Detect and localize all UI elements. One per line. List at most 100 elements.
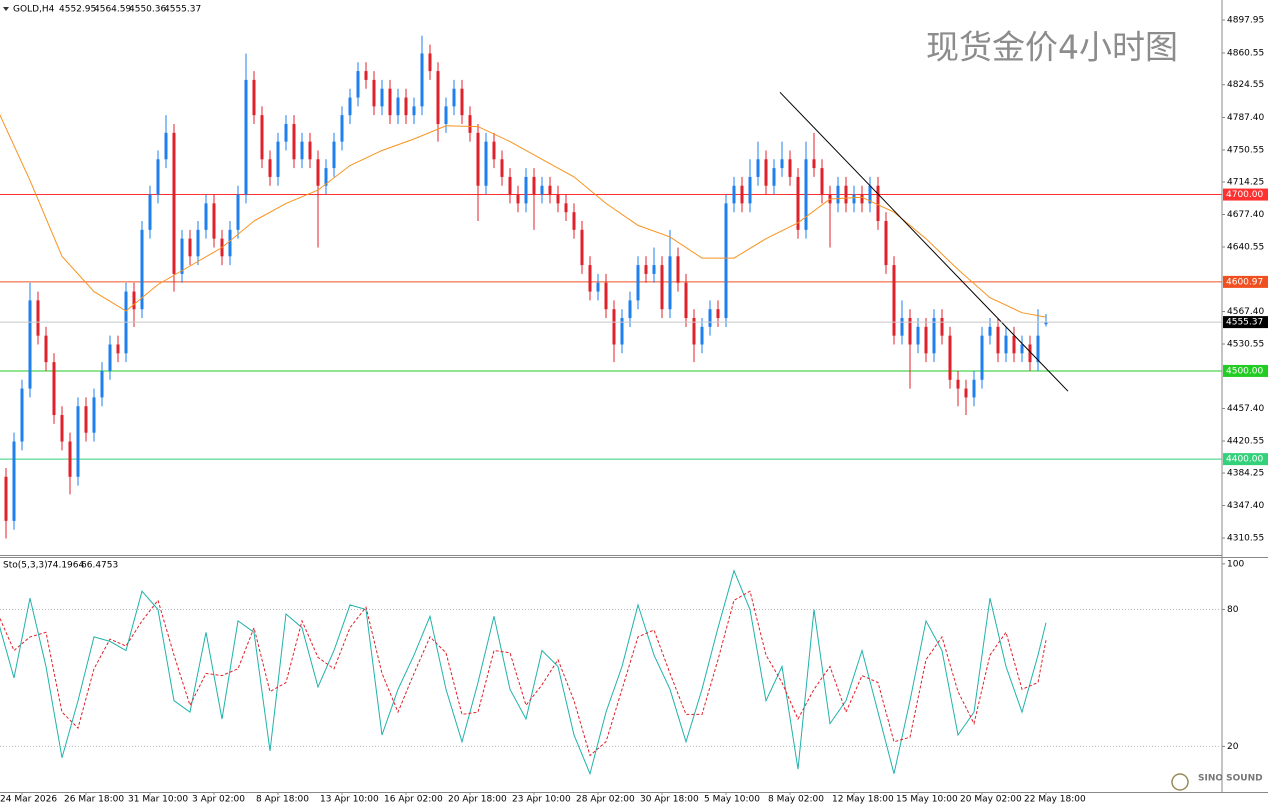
- candle-body: [1028, 344, 1032, 363]
- candle-body: [660, 265, 664, 310]
- candle-body: [524, 176, 528, 204]
- y-tick-label: 4677.40: [1227, 210, 1264, 220]
- main-line: [0, 569, 1047, 776]
- candle-body: [540, 185, 544, 195]
- candle-body: [572, 212, 576, 230]
- candle-body: [692, 318, 696, 345]
- candle-body: [900, 318, 904, 336]
- x-tick-label: 20 May 02:00: [960, 795, 1022, 805]
- candle-body: [180, 238, 184, 274]
- candle-body: [276, 141, 280, 177]
- x-tick-label: 22 May 18:00: [1024, 795, 1086, 805]
- candle-body: [316, 159, 320, 186]
- candle-body: [748, 176, 752, 204]
- candle-body: [788, 159, 792, 177]
- low-value: 4550.36: [129, 5, 166, 15]
- high-value: 4564.59: [94, 5, 131, 15]
- logo-text: SINO SOUND: [1198, 774, 1263, 784]
- candle-body: [484, 141, 488, 186]
- trend-line: [779, 91, 1069, 392]
- candle-body: [68, 441, 72, 477]
- candle-body: [780, 159, 784, 169]
- candle-body: [100, 370, 104, 398]
- level-label: 4400.00: [1226, 455, 1263, 465]
- candle-body: [348, 97, 352, 116]
- candle-body: [420, 53, 424, 107]
- candle-body: [668, 256, 672, 310]
- candle-body: [60, 415, 64, 442]
- candle-body: [404, 97, 408, 116]
- level-label-box: [1223, 453, 1268, 466]
- y-tick-label: 100: [1227, 559, 1244, 569]
- candle-body: [652, 265, 656, 274]
- y-tick-label: 80: [1227, 605, 1239, 615]
- candle-body: [796, 176, 800, 230]
- candle-body: [724, 203, 728, 319]
- y-tick-label: 4824.55: [1227, 80, 1264, 90]
- candle-body: [156, 159, 160, 195]
- x-tick-label: 16 Apr 02:00: [384, 795, 443, 805]
- y-tick-label: 4897.95: [1227, 15, 1264, 25]
- candle-body: [116, 344, 120, 354]
- candle-body: [548, 185, 552, 195]
- x-tick-label: 31 Mar 10:00: [128, 795, 188, 805]
- candle-body: [972, 379, 976, 398]
- header: GOLD,H4 4552.95 4564.59 4550.36 4555.37 …: [3, 5, 201, 571]
- candle-body: [844, 185, 848, 204]
- candle-body: [580, 229, 584, 266]
- candle-body: [732, 185, 736, 204]
- x-tick-label: 26 Mar 18:00: [64, 795, 124, 805]
- open-value: 4552.95: [59, 5, 96, 15]
- indicator-signal-value: 66.4753: [81, 561, 118, 571]
- candle-body: [932, 318, 936, 354]
- candle-body: [44, 335, 48, 363]
- candle-body: [740, 185, 744, 204]
- candle-body: [588, 265, 592, 292]
- y-tick-label: 4714.25: [1227, 177, 1264, 187]
- candle-body: [916, 326, 920, 345]
- candle-body: [812, 159, 816, 169]
- x-tick-label: 28 Apr 02:00: [576, 795, 635, 805]
- candle-body: [1044, 322, 1048, 325]
- candle-body: [980, 335, 984, 380]
- candle-body: [412, 106, 416, 116]
- candle-body: [476, 132, 480, 186]
- y-tick-label: 20: [1227, 742, 1239, 752]
- candle-body: [516, 194, 520, 204]
- symbol-title: GOLD,H4: [13, 5, 55, 15]
- candle-body: [340, 115, 344, 142]
- y-tick-label: 4640.55: [1227, 242, 1264, 252]
- watermark: 现货金价4小时图: [926, 28, 1178, 67]
- candle-body: [596, 282, 600, 292]
- candle-body: [924, 326, 928, 354]
- x-tick-label: 8 Apr 18:00: [256, 795, 309, 805]
- y-tick-label: 4310.55: [1227, 534, 1264, 544]
- candle-body: [996, 326, 1000, 354]
- candle-body: [28, 300, 32, 389]
- menu-icon[interactable]: [3, 7, 9, 11]
- candle-body: [84, 406, 88, 433]
- candle-body: [108, 344, 112, 371]
- candle-body: [92, 397, 96, 433]
- indicator-main-value: 74.1964: [47, 561, 84, 571]
- candle-body: [76, 406, 80, 477]
- candle-body: [164, 132, 168, 160]
- candle-body: [892, 265, 896, 336]
- x-tick-label: 13 Apr 10:00: [320, 795, 379, 805]
- candle-body: [860, 194, 864, 204]
- moving-average: [0, 113, 1047, 318]
- candle-body: [324, 168, 328, 186]
- candle-body: [884, 221, 888, 266]
- level-label: 4700.00: [1226, 190, 1263, 200]
- level-label: 4500.00: [1226, 366, 1263, 376]
- candle-body: [1036, 335, 1040, 363]
- candle-body: [12, 441, 16, 521]
- level-label-box: [1223, 275, 1268, 288]
- close-value: 4555.37: [164, 5, 201, 15]
- y-tick-label: 4420.55: [1227, 437, 1264, 447]
- candle-body: [1004, 335, 1008, 354]
- candle-body: [148, 194, 152, 230]
- candle-body: [428, 53, 432, 72]
- candle-body: [140, 229, 144, 310]
